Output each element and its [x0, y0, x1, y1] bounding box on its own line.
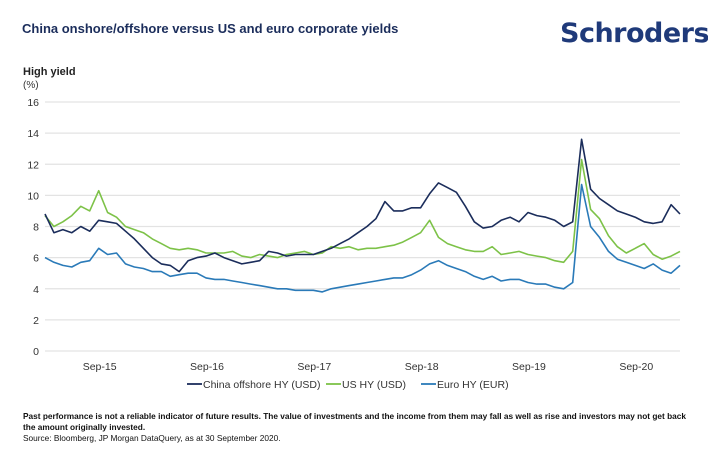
x-tick-label: Sep-20	[619, 361, 653, 373]
y-axis-ticks: 0 2 4 6 8 10 12 14 16	[27, 97, 39, 358]
x-tick-label: Sep-19	[512, 361, 546, 373]
y-axis-title: High yield	[23, 66, 76, 78]
series-line-euro-hy-eur	[44, 183, 681, 293]
y-tick-label: 14	[27, 128, 39, 140]
legend-item: China offshore HY (USD)	[187, 379, 321, 391]
series-line-china-offshore-hy-usd	[44, 138, 681, 273]
y-tick-label: 16	[27, 97, 39, 109]
x-axis-ticks: Sep-15 Sep-16 Sep-17 Sep-18 Sep-19 Sep-20	[83, 361, 654, 373]
disclaimer-text: Past performance is not a reliable indic…	[23, 411, 687, 432]
chart-title: China onshore/offshore versus US and eur…	[22, 21, 399, 36]
y-tick-label: 8	[33, 222, 39, 234]
y-tick-label: 10	[27, 190, 39, 202]
y-tick-label: 12	[27, 159, 39, 171]
legend-label: China offshore HY (USD)	[203, 379, 321, 391]
x-tick-label: Sep-16	[190, 361, 224, 373]
footer: Past performance is not a reliable indic…	[23, 411, 693, 444]
brand-logo: Schroders	[560, 18, 708, 49]
legend-item: US HY (USD)	[326, 379, 406, 391]
legend: China offshore HY (USD) US HY (USD) Euro H…	[187, 379, 509, 391]
y-tick-label: 0	[33, 346, 39, 358]
legend-item: Euro HY (EUR)	[421, 379, 509, 391]
y-tick-label: 6	[33, 253, 39, 265]
series-lines	[44, 138, 681, 293]
source-text: Source: Bloomberg, JP Morgan DataQuery, …	[23, 433, 281, 443]
legend-label: US HY (USD)	[342, 379, 406, 391]
y-tick-label: 4	[33, 284, 39, 296]
x-tick-label: Sep-15	[83, 361, 117, 373]
x-tick-label: Sep-17	[297, 361, 331, 373]
legend-label: Euro HY (EUR)	[437, 379, 509, 391]
y-tick-label: 2	[33, 315, 39, 327]
gridlines	[45, 101, 680, 352]
x-tick-label: Sep-18	[405, 361, 439, 373]
y-axis-unit: (%)	[23, 80, 39, 91]
series-line-us-hy-usd	[44, 158, 681, 264]
